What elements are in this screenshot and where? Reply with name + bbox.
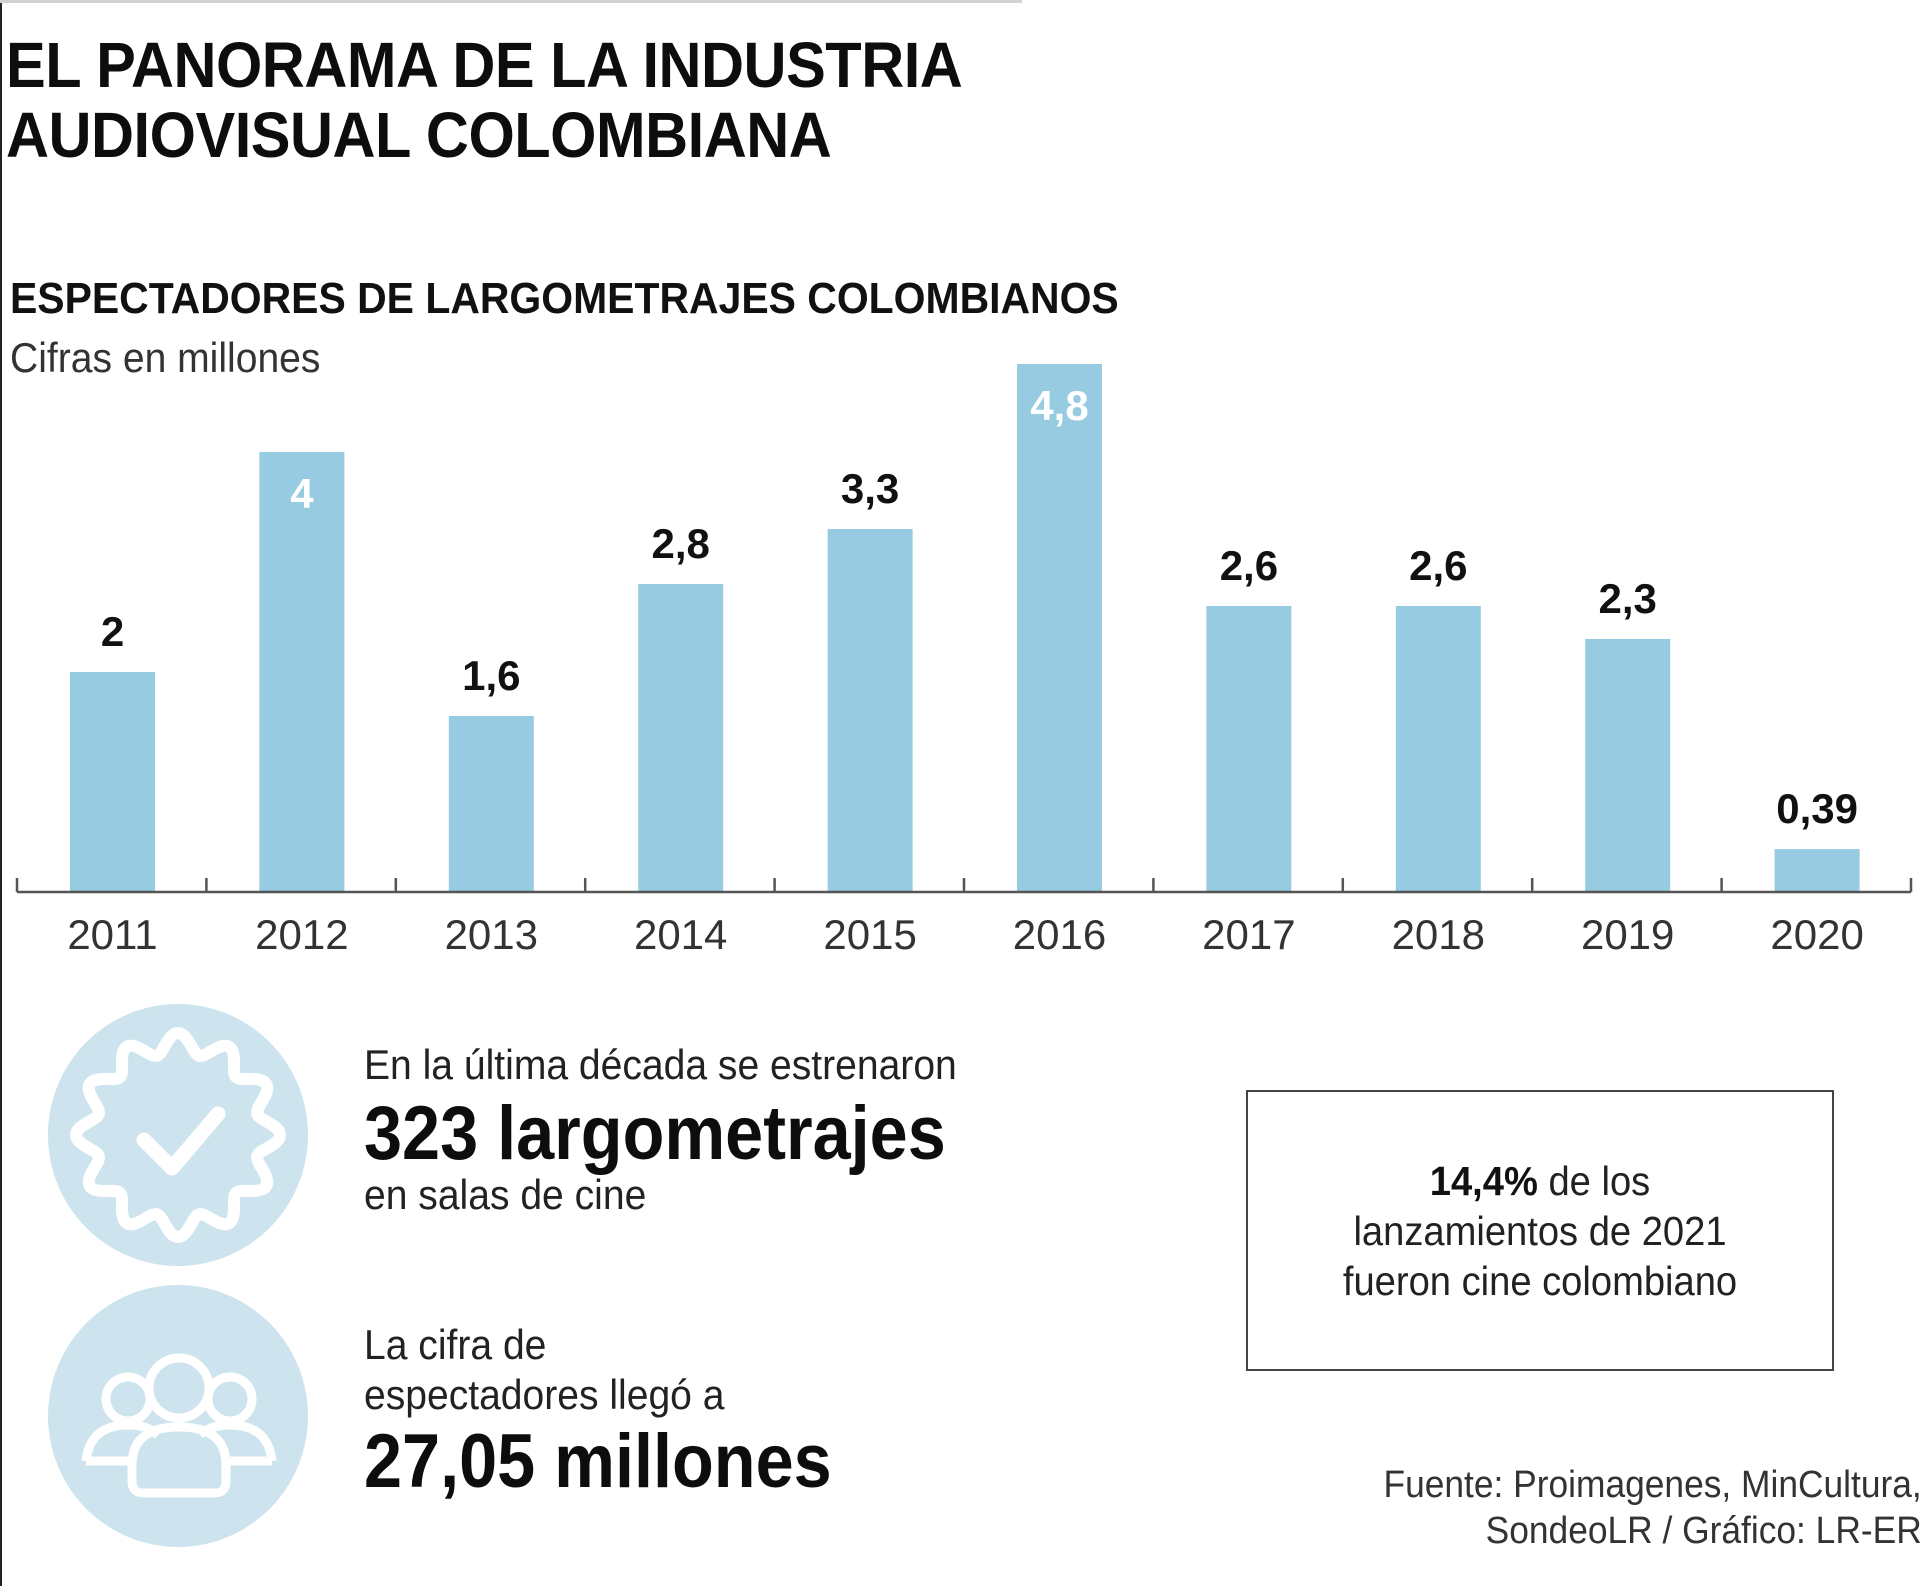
value-label-2013: 1,6 <box>462 652 520 699</box>
value-label-2020: 0,39 <box>1776 785 1858 832</box>
x-tick-label-2013: 2013 <box>445 911 538 958</box>
source-credit: Fuente: Proimagenes, MinCultura, SondeoL… <box>1384 1462 1922 1554</box>
value-label-2014: 2,8 <box>652 520 710 567</box>
stat-films-lead: En la última década se estrenaron <box>364 1041 957 1088</box>
bars-layer <box>70 364 1860 892</box>
value-label-2017: 2,6 <box>1220 542 1278 589</box>
page-title: EL PANORAMA DE LA INDUSTRIA AUDIOVISUAL … <box>6 29 963 171</box>
x-tick-label-2014: 2014 <box>634 911 727 958</box>
note-box: 14,4% de los lanzamientos de 2021 fueron… <box>1246 1090 1834 1371</box>
chart-title: ESPECTADORES DE LARGOMETRAJES COLOMBIANO… <box>10 274 1119 323</box>
value-label-2016: 4,8 <box>1030 382 1088 429</box>
chart-subtitle: Cifras en millones <box>10 334 321 381</box>
users-group-icon <box>81 1353 277 1498</box>
x-tick-label-2012: 2012 <box>255 911 348 958</box>
users-group-icon-circle <box>48 1285 308 1547</box>
value-label-2012: 4 <box>290 470 314 517</box>
value-label-2011: 2 <box>101 608 124 655</box>
bar-2015 <box>827 529 913 892</box>
stat-films-highlight: 323 largometrajes <box>364 1091 946 1176</box>
x-tick-label-2018: 2018 <box>1392 911 1485 958</box>
bar-2011 <box>70 672 155 892</box>
x-tick-label-2015: 2015 <box>823 911 916 958</box>
note-highlight: 14,4% <box>1429 1157 1538 1204</box>
value-label-2019: 2,3 <box>1599 575 1657 622</box>
bar-2020 <box>1774 849 1860 892</box>
labels-layer: 2 2011 4 2012 1,6 2013 2,8 2014 3,3 2015 4,8 2016 2,… <box>67 382 1863 958</box>
page-title-line-2: AUDIOVISUAL COLOMBIANA <box>6 99 832 171</box>
stat-spectators-highlight: 27,05 millones <box>364 1419 832 1504</box>
x-tick-label-2017: 2017 <box>1202 911 1295 958</box>
bar-chart: 2 2011 4 2012 1,6 2013 2,8 2014 3,3 2015 4,8 2016 2,… <box>15 364 1913 958</box>
bar-2017 <box>1206 606 1292 892</box>
value-label-2015: 3,3 <box>841 465 899 512</box>
page-title-line-1: EL PANORAMA DE LA INDUSTRIA <box>6 29 963 101</box>
stat-spectators-lead-1: La cifra de <box>364 1321 547 1368</box>
stat-spectators-lead-2: espectadores llegó a <box>364 1371 725 1418</box>
value-label-2018: 2,6 <box>1409 542 1467 589</box>
source-line-1: Fuente: Proimagenes, MinCultura, <box>1383 1464 1922 1506</box>
bar-2018 <box>1395 606 1481 892</box>
bar-2016 <box>1017 364 1102 892</box>
stat-films-released: En la última década se estrenaron 323 la… <box>364 1040 1010 1220</box>
x-tick-label-2016: 2016 <box>1013 911 1106 958</box>
stat-films-tail: en salas de cine <box>364 1171 647 1218</box>
bar-2014 <box>638 584 724 892</box>
x-tick-label-2019: 2019 <box>1581 911 1674 958</box>
badge-check-icon-circle <box>48 1004 308 1266</box>
source-line-2: SondeoLR / Gráfico: LR-ER <box>1485 1510 1922 1552</box>
badge-check-icon <box>70 1027 286 1243</box>
stat-spectators: La cifra de espectadores llegó a 27,05 m… <box>364 1320 884 1502</box>
note-text: 14,4% de los lanzamientos de 2021 fueron… <box>1335 1156 1744 1306</box>
x-tick-label-2011: 2011 <box>67 911 157 958</box>
bar-2012 <box>259 452 345 892</box>
x-axis <box>15 878 1913 894</box>
frame-left-border <box>0 0 2 1586</box>
frame-top-border <box>0 0 1022 3</box>
bar-2013 <box>448 716 534 892</box>
x-tick-label-2020: 2020 <box>1770 911 1863 958</box>
note-body: de los lanzamientos de 2021 fueron cine … <box>1342 1157 1738 1304</box>
bar-2019 <box>1585 639 1671 892</box>
